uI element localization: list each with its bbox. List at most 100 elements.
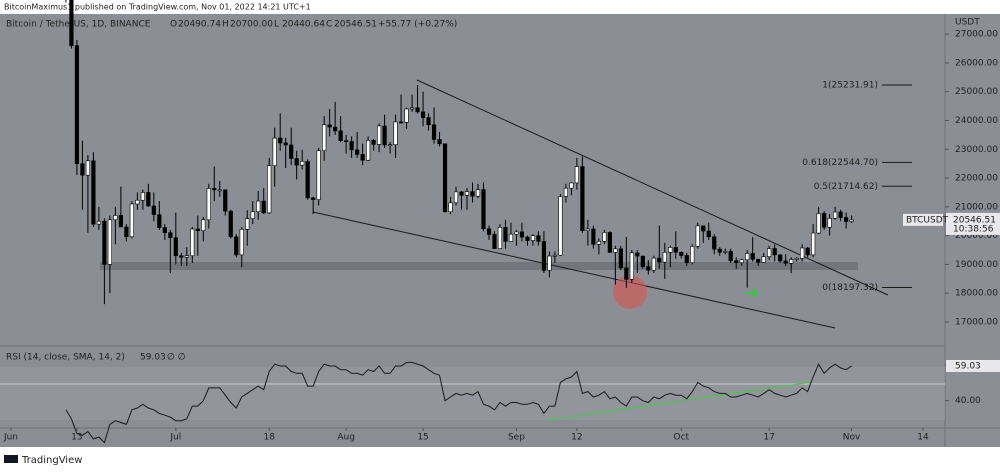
candle-body	[371, 140, 376, 145]
footer-bar	[0, 447, 1000, 470]
candle-body	[849, 219, 854, 222]
legend-value: 20700.00	[230, 20, 273, 30]
legend-value: 20440.64	[282, 20, 325, 30]
candle-body	[442, 143, 448, 213]
candle-body	[74, 45, 80, 164]
candle-body	[624, 267, 629, 280]
candle-body	[85, 160, 91, 176]
candle-body	[585, 228, 590, 232]
candle-body	[179, 255, 184, 258]
candle-body	[794, 258, 799, 260]
legend-change: +55.77 (+0.27%)	[378, 20, 457, 30]
candle-body	[316, 150, 321, 200]
candle-body	[256, 200, 261, 213]
candle-body	[129, 203, 134, 238]
candle-body	[278, 137, 283, 144]
wedge-upper	[416, 79, 889, 296]
candle-body	[811, 232, 816, 256]
candle-body	[91, 160, 96, 225]
candle-body	[470, 191, 475, 197]
candle-body	[387, 144, 393, 146]
candle-body	[113, 215, 118, 221]
candle-body	[552, 254, 558, 257]
candle-body	[530, 235, 536, 241]
candle-body	[289, 144, 294, 159]
rsi-value: 59.03	[140, 353, 166, 363]
candle-body	[508, 233, 514, 242]
candle-body	[311, 197, 316, 200]
candle-body	[525, 236, 530, 241]
candle-body	[151, 205, 156, 215]
candle-body	[80, 163, 85, 176]
candle-body	[431, 124, 437, 140]
candle-body	[816, 213, 821, 234]
footer-brand: TradingView	[21, 455, 82, 466]
candle-body	[772, 248, 777, 256]
candle-body	[333, 126, 338, 132]
candle-body	[679, 252, 684, 256]
candle-body	[184, 255, 189, 258]
fib-label: 0(18197.32)	[822, 283, 878, 293]
candle-body	[168, 232, 173, 238]
candle-body	[475, 189, 481, 197]
candle-body	[574, 166, 579, 184]
candle-body	[629, 252, 634, 280]
y-tick-label: 24000.00	[955, 116, 998, 126]
candle-body	[228, 210, 233, 238]
candle-body	[267, 165, 272, 214]
candle-body	[695, 225, 700, 247]
candle-body	[767, 248, 772, 257]
candle-body	[398, 121, 404, 124]
candle-body	[162, 227, 167, 234]
candle-body	[294, 158, 299, 166]
footer-logo	[4, 455, 18, 463]
legend-key: L	[274, 20, 279, 30]
y-tick-label: 23000.00	[955, 145, 998, 155]
rsi-trendline	[547, 381, 813, 421]
countdown: 10:38:56	[953, 224, 994, 234]
symbol-label: BTCUSDT	[906, 215, 949, 225]
candle-body	[157, 214, 162, 228]
candle-body	[250, 211, 255, 219]
candle-body	[212, 188, 217, 191]
candle-body	[107, 219, 112, 265]
candle-body	[261, 200, 266, 214]
candle-body	[756, 258, 761, 263]
candle-body	[344, 140, 349, 142]
x-tick-label: 14	[917, 433, 929, 443]
rsi-line	[65, 361, 852, 444]
x-tick-label: Nov	[843, 433, 861, 443]
candle-body	[173, 237, 178, 257]
candle-body	[195, 228, 200, 232]
rsi-extra: ∅ ∅	[167, 353, 186, 363]
candle-body	[322, 124, 327, 152]
chart-title: Bitcoin / TetherUS, 1D, BINANCE	[6, 20, 151, 30]
x-tick-label: 18	[263, 433, 275, 443]
candle-body	[750, 253, 755, 260]
candle-body	[201, 219, 206, 232]
candle-body	[563, 187, 569, 197]
candle-body	[569, 182, 574, 189]
candle-body	[464, 191, 470, 196]
candle-body	[613, 248, 618, 253]
green-arrow	[746, 288, 758, 298]
candle-body	[223, 189, 228, 212]
candle-body	[409, 107, 415, 110]
candle-body	[69, 0, 74, 46]
candle-body	[712, 236, 717, 250]
candle-body	[481, 189, 486, 230]
candle-body	[118, 215, 123, 228]
x-tick-label: 15	[417, 433, 428, 443]
candle-body	[822, 213, 827, 228]
x-tick-label: Jun	[3, 433, 18, 443]
rsi-title: RSI (14, close, SMA, 14, 2)	[6, 353, 125, 363]
candle-body	[547, 255, 552, 271]
candle-body	[783, 260, 788, 264]
candle-body	[376, 125, 382, 145]
candle-body	[558, 196, 563, 256]
wedge-lower	[312, 211, 836, 329]
candle-body	[349, 141, 354, 151]
candle-body	[234, 236, 239, 256]
